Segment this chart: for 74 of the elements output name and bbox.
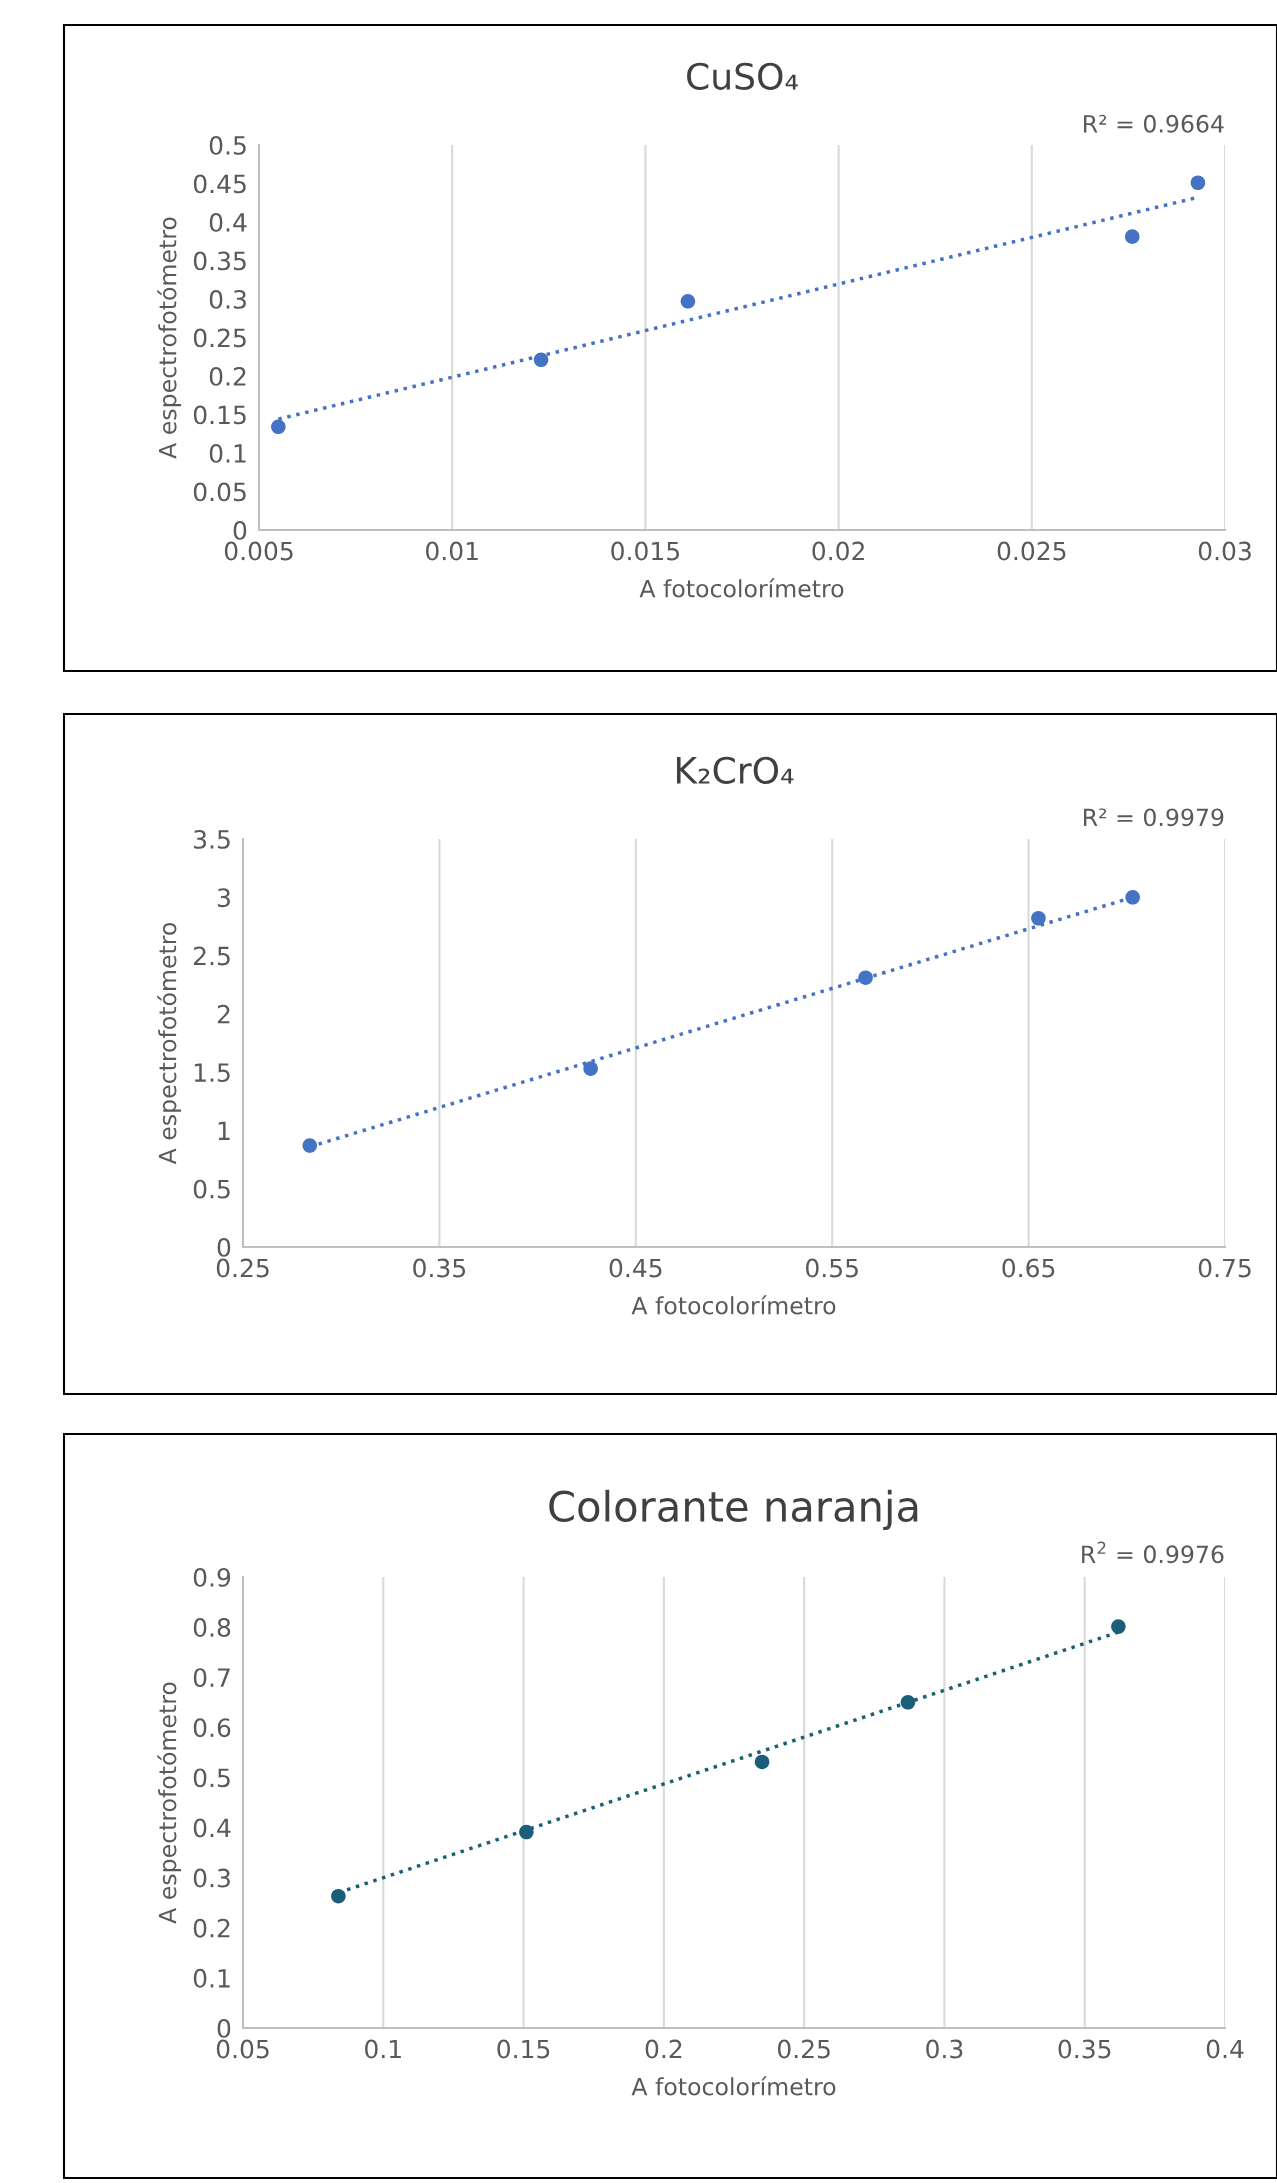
y-axis-title: A espectrofotómetro: [157, 922, 182, 1165]
x-tick-label: 0.3: [926, 2039, 963, 2059]
y-tick-label: 0.05: [193, 482, 246, 502]
x-tick-label: 0.35: [1058, 2039, 1111, 2059]
x-tick-label: 0.75: [1198, 1258, 1251, 1278]
y-tick-label: 2.5: [193, 946, 230, 966]
y-axis-title: A espectrofotómetro: [157, 217, 182, 459]
y-tick-label: 1.5: [194, 1063, 230, 1082]
y-tick-label: 2: [217, 1004, 230, 1024]
text: R$^{2}$ = 0.9976: [1082, 1541, 1224, 1564]
x-tick-label: 0.01: [426, 541, 478, 561]
y-tick-label: 0: [233, 520, 247, 540]
y-tick-label: 0.4: [209, 212, 247, 232]
y-tick-label: 0.15: [193, 405, 246, 425]
y-tick-label: 0.3: [209, 289, 246, 309]
point: [1190, 175, 1206, 191]
y-tick-label: 0.5: [209, 135, 246, 155]
point: [1124, 229, 1140, 244]
chart-title: Colorante naranja: [549, 1489, 918, 1531]
point: [680, 294, 696, 309]
x-tick-label: 0.02: [812, 541, 864, 561]
point: [271, 419, 286, 435]
y-tick-label: 0.5: [193, 1768, 230, 1788]
point: [858, 970, 873, 985]
point: [900, 1694, 916, 1710]
point: [1111, 1619, 1126, 1634]
x-tick-label: 0.005: [224, 541, 293, 561]
x-tick-label: 0.25: [777, 2039, 830, 2059]
chart-title: K₂CrO₄: [676, 756, 794, 784]
x-axis-title: A fotocolorímetro: [639, 578, 844, 598]
y-tick-label: 0: [217, 2018, 231, 2038]
y-tick-label: 0: [217, 1237, 231, 1257]
y-tick-label: 0.7: [193, 1668, 230, 1688]
point: [1031, 910, 1046, 926]
y-tick-label: 0.4: [193, 1818, 231, 1838]
y-tick-label: 0.1: [193, 1968, 230, 1988]
x-tick-label: 0.45: [609, 1258, 662, 1278]
chart-title: CuSO₄: [687, 62, 798, 90]
text: R² = 0.9664: [1084, 114, 1224, 133]
x-axis-title: A fotocolorímetro: [631, 1295, 836, 1315]
y-tick-label: 0.9: [193, 1567, 231, 1587]
point: [533, 352, 549, 368]
x-tick-label: 0.65: [1002, 1258, 1055, 1278]
y-tick-label: 0.45: [193, 174, 246, 194]
point: [583, 1061, 598, 1076]
text: R² = 0.9979: [1084, 808, 1224, 827]
x-tick-label: 0.15: [497, 2039, 550, 2059]
x-tick-label: 0.55: [806, 1258, 858, 1278]
x-tick-label: 0.015: [611, 541, 679, 561]
y-tick-label: 0.3: [193, 1868, 230, 1888]
x-tick-label: 0.35: [413, 1258, 466, 1278]
x-tick-label: 0.1: [365, 2039, 401, 2059]
y-tick-label: 0.35: [193, 251, 246, 271]
point: [754, 1754, 770, 1770]
x-axis-title: A fotocolorímetro: [631, 2076, 836, 2096]
y-tick-label: 3: [217, 888, 230, 908]
y-tick-label: 0.1: [209, 443, 246, 463]
y-tick-label: 0.8: [193, 1618, 231, 1637]
y-tick-label: 1: [218, 1121, 230, 1140]
point: [519, 1824, 534, 1840]
y-tick-label: 0.5: [193, 1179, 230, 1199]
y-tick-label: 0.6: [193, 1718, 231, 1738]
x-tick-label: 0.025: [997, 541, 1066, 561]
point: [331, 1888, 346, 1904]
y-tick-label: 0.2: [193, 1918, 230, 1938]
y-axis-title: A espectrofotómetro: [157, 1682, 182, 1924]
point: [1125, 890, 1140, 905]
x-tick-label: 0.4: [1206, 2039, 1244, 2059]
x-tick-label: 0.2: [645, 2039, 682, 2059]
y-tick-label: 0.2: [209, 366, 246, 386]
y-tick-label: 3.5: [194, 829, 230, 849]
point: [302, 1138, 318, 1153]
x-tick-label: 0.03: [1198, 541, 1251, 561]
y-tick-label: 0.25: [193, 328, 246, 348]
